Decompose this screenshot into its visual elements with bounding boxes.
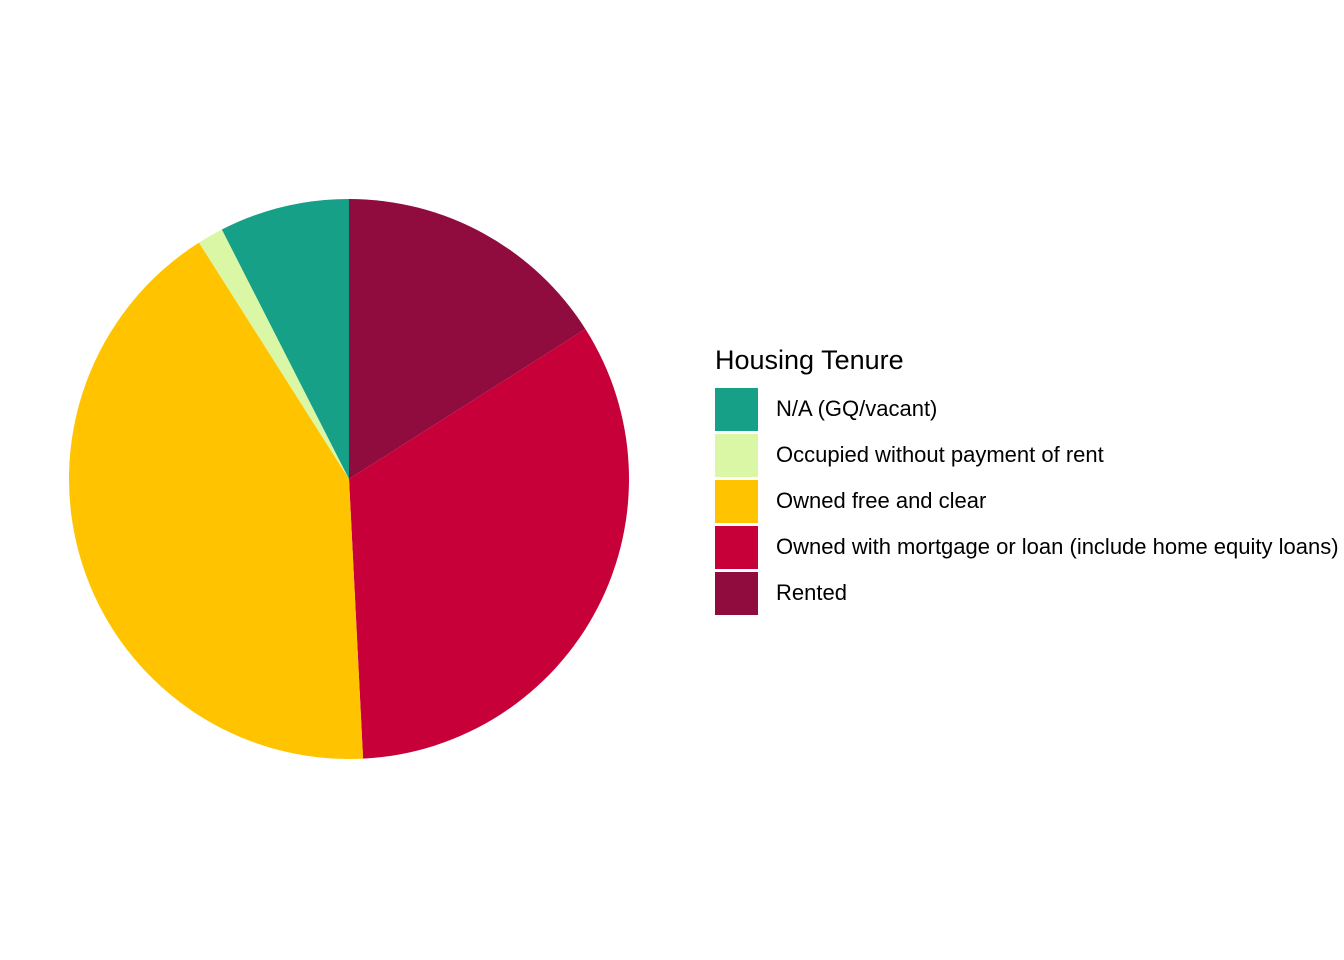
pie-slice-owned-free-and-clear	[68, 242, 364, 760]
legend-item-owned-with-mortgage: Owned with mortgage or loan (include hom…	[715, 524, 1344, 570]
legend-key-rented	[715, 571, 758, 615]
legend-key-owned-with-mortgage	[715, 525, 758, 569]
pie-slices	[68, 199, 629, 760]
legend-key-na-gq-vacant	[715, 387, 758, 431]
legend-key-owned-free-and-clear	[715, 479, 758, 523]
legend-title: Housing Tenure	[715, 345, 904, 375]
pie-slice-owned-with-mortgage-or-loan-include-home-equity-loans	[349, 328, 629, 759]
legend-key-occupied-without-rent	[715, 433, 758, 477]
legend-item-rented: Rented	[715, 570, 1344, 616]
legend-label-owned-with-mortgage: Owned with mortgage or loan (include hom…	[776, 534, 1339, 559]
legend-item-na-gq-vacant: N/A (GQ/vacant)	[715, 386, 1344, 432]
pie-slice-occupied-without-payment-of-rent	[198, 229, 349, 479]
legend-item-owned-free-and-clear: Owned free and clear	[715, 478, 1344, 524]
legend-label-na-gq-vacant: N/A (GQ/vacant)	[776, 396, 938, 421]
legend-label-owned-free-and-clear: Owned free and clear	[776, 488, 987, 513]
legend-label-occupied-without-rent: Occupied without payment of rent	[776, 442, 1104, 467]
legend-item-occupied-without-rent: Occupied without payment of rent	[715, 432, 1344, 478]
legend: Housing Tenure N/A (GQ/vacant) Occupied …	[715, 344, 1344, 616]
pie-slice-n-a-gq-vacant	[221, 199, 349, 479]
pie-slice-rented	[349, 199, 586, 479]
legend-label-rented: Rented	[776, 580, 847, 605]
